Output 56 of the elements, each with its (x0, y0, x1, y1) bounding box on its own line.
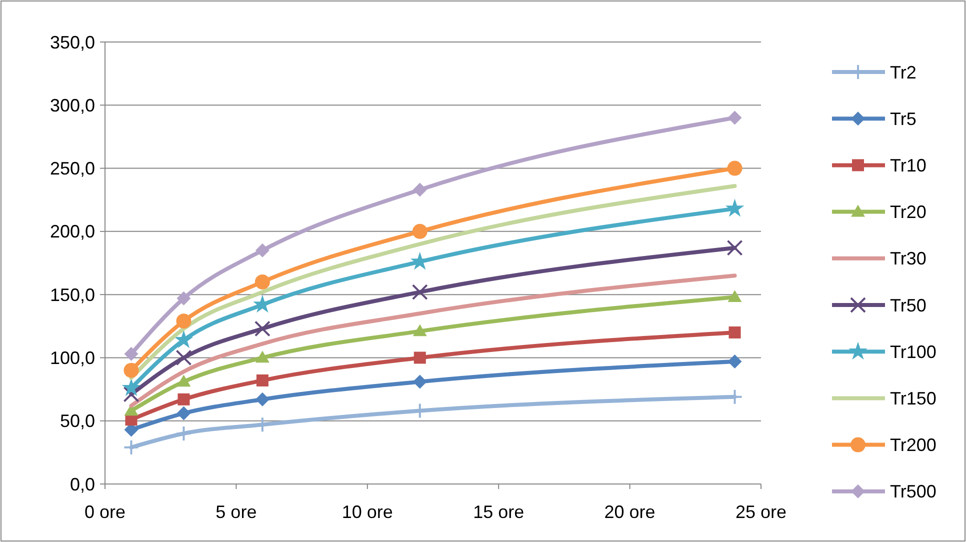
legend-label: Tr500 (890, 482, 936, 502)
point (728, 354, 742, 369)
legend-label: Tr50 (890, 295, 926, 316)
point (255, 243, 270, 258)
legend-label: Tr20 (890, 202, 926, 222)
legend-label: Tr100 (890, 342, 936, 362)
legend-label: Tr200 (890, 435, 936, 456)
point (254, 320, 270, 337)
y-tick-label: 250,0 (50, 158, 95, 179)
point (176, 425, 192, 442)
legend-label: Tr5 (890, 108, 916, 129)
legend-label: Tr2 (890, 62, 916, 82)
legend-label: Tr10 (890, 156, 926, 176)
y-tick-label: 0,0 (70, 474, 95, 494)
point (122, 378, 141, 396)
point (255, 350, 270, 363)
point (255, 392, 270, 406)
point (412, 224, 428, 239)
point (176, 350, 192, 366)
y-tick-label: 350,0 (50, 32, 95, 52)
point (726, 240, 743, 256)
point (174, 330, 194, 348)
y-tick-label: 300,0 (50, 95, 95, 116)
point (178, 393, 190, 406)
point (725, 198, 744, 217)
y-tick-label: 150,0 (50, 284, 95, 305)
y-tick-label: 200,0 (50, 222, 95, 242)
point (254, 274, 270, 290)
point (124, 362, 139, 378)
y-tick-label: 50,0 (60, 411, 95, 432)
point (176, 314, 192, 329)
point (412, 374, 427, 389)
point (728, 290, 742, 302)
x-tick-label: 0 ore (84, 502, 126, 522)
point (123, 386, 140, 402)
point (176, 406, 191, 420)
legend-label: Tr30 (890, 248, 926, 269)
point (728, 110, 742, 125)
point (256, 374, 268, 386)
x-tick-label: 10 ore (342, 502, 393, 522)
y-tick-label: 100,0 (50, 348, 95, 368)
point (728, 326, 741, 338)
point (414, 352, 426, 364)
point (412, 324, 427, 336)
point (124, 346, 138, 361)
point (176, 291, 191, 306)
point (176, 374, 191, 387)
point (727, 160, 742, 176)
x-tick-label: 15 ore (473, 502, 524, 522)
x-tick-label: 5 ore (216, 502, 257, 522)
legend-label: Tr150 (890, 388, 936, 408)
x-tick-label: 20 ore (604, 502, 656, 522)
point (412, 182, 427, 197)
point (412, 284, 428, 300)
point (123, 439, 140, 456)
x-tick-label: 25 ore (735, 502, 787, 522)
